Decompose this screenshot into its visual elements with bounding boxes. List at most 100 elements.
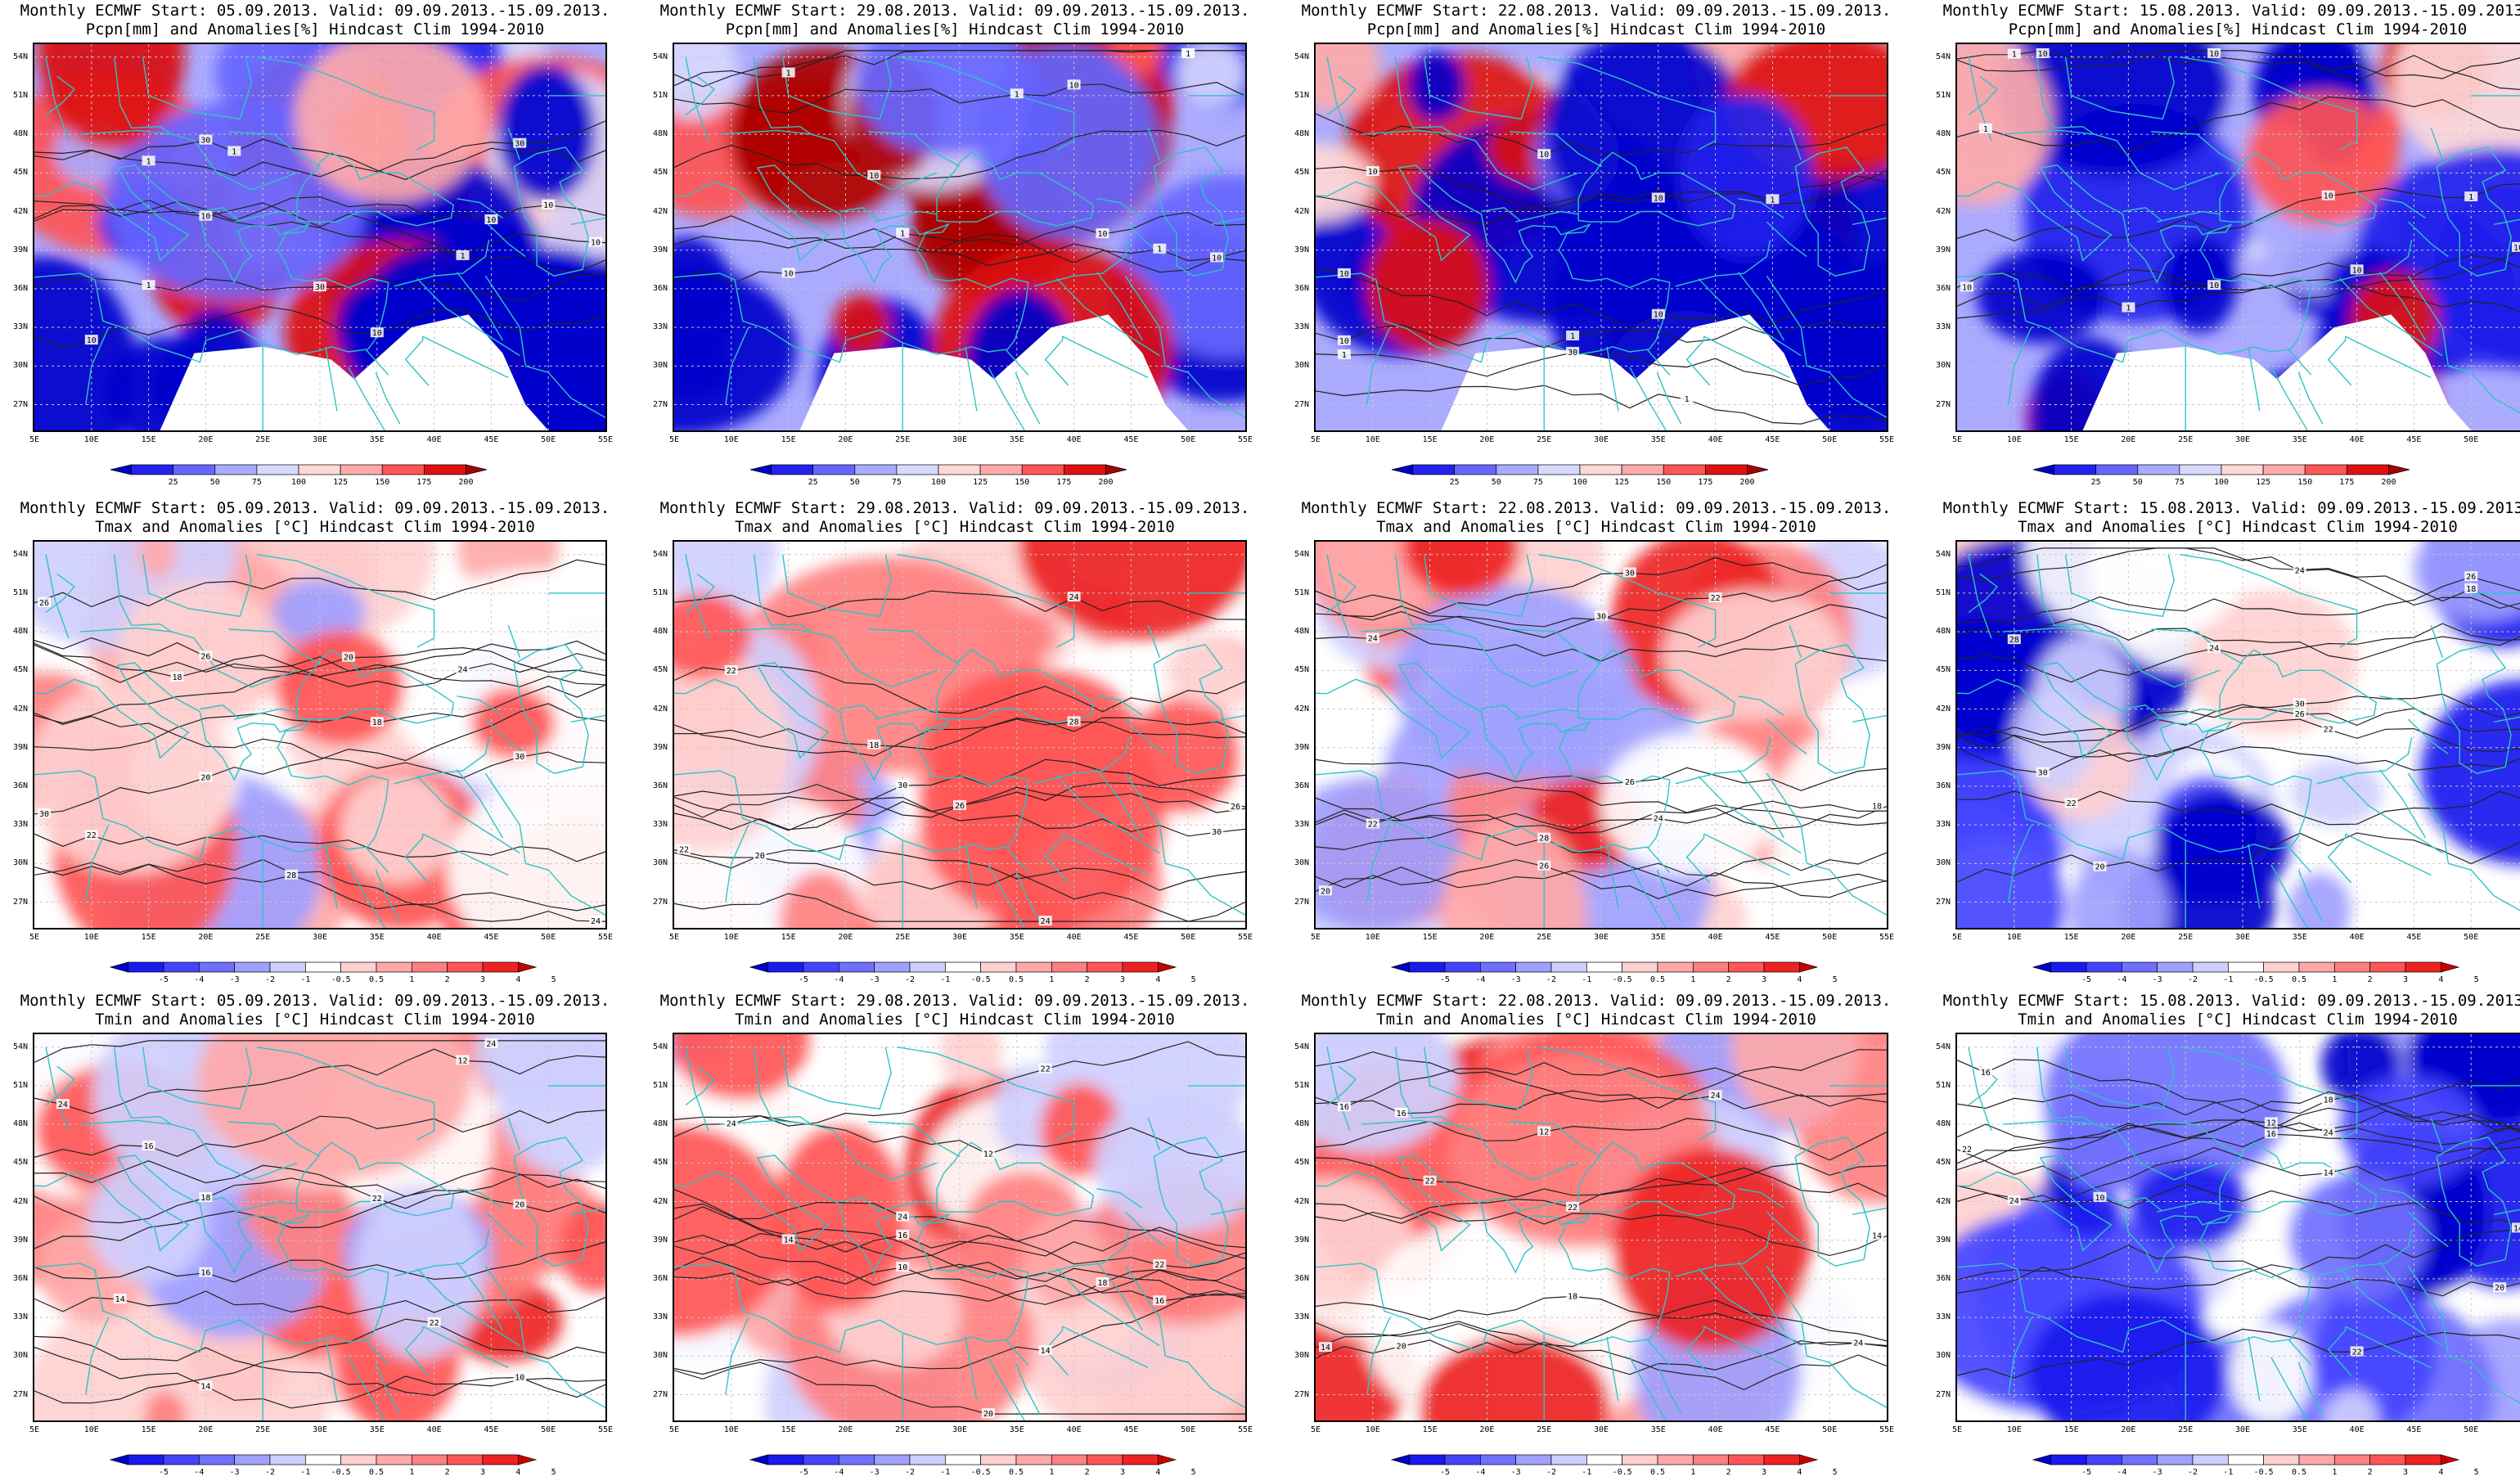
coastline <box>507 1118 520 1150</box>
contour-label-bg <box>456 1055 470 1065</box>
anomaly-field <box>1977 250 2107 344</box>
latitude-label: 45N <box>1294 168 1309 178</box>
coastline <box>868 628 961 665</box>
coastline <box>2151 1121 2243 1158</box>
contour-label-bg <box>1067 79 1081 90</box>
colorbar-swatch <box>304 1454 342 1465</box>
contour-label-bg <box>1366 632 1379 643</box>
colorbar-tick-label: 175 <box>2339 478 2354 487</box>
latitude-label: 27N <box>1294 1389 1309 1399</box>
coastline <box>570 714 605 722</box>
colorbar-swatch <box>1444 1454 1481 1465</box>
contour-label: 22 <box>1425 1177 1435 1186</box>
contour-label-bg <box>2207 642 2221 653</box>
coastline <box>2430 128 2443 160</box>
anomaly-field <box>2313 1279 2437 1420</box>
latitude-label: 36N <box>12 781 28 790</box>
coastline <box>1423 56 1533 120</box>
panel-title-line1: Monthly ECMWF Start: 15.08.2013. Valid: … <box>1942 992 2520 1010</box>
coastline <box>936 1141 1095 1217</box>
latitude-label: 27N <box>1294 897 1309 907</box>
coastline <box>1737 272 1785 341</box>
colorbar-tick-label: -2 <box>2188 975 2198 984</box>
contour-label-bg <box>2321 723 2335 734</box>
colorbar-swatch <box>1390 1454 1411 1465</box>
colorbar-swatch <box>128 961 164 973</box>
latitude-label: 48N <box>652 129 668 139</box>
coastline <box>2036 554 2095 632</box>
contour-label: 30 <box>1596 613 1606 622</box>
contour-label-bg <box>2207 48 2221 58</box>
coastline <box>754 1047 812 1125</box>
longitude-label: 40E <box>1708 933 1723 942</box>
contour-label-bg <box>285 869 299 880</box>
contour-label-bg <box>2293 709 2306 719</box>
coastline <box>2430 625 2443 658</box>
colorbar-swatch <box>214 464 258 475</box>
panel-title-line2: Pcpn[mm] and Anomalies[%] Hindcast Clim … <box>85 20 545 38</box>
colorbar-tick-label: -4 <box>834 975 844 984</box>
coastline <box>1326 554 1351 639</box>
longitude-label: 50E <box>1822 1425 1838 1434</box>
coastline <box>1807 1355 1887 1408</box>
longitude-label: 30E <box>952 1425 968 1434</box>
latitude-label: 51N <box>652 587 668 597</box>
longitude-label: 20E <box>1479 1425 1495 1434</box>
contour-label: 1 <box>1186 50 1190 59</box>
colorbar: 25 50 75 100 125 150 175 200 <box>102 464 528 489</box>
contour-label: 16 <box>200 1269 210 1278</box>
coastline <box>781 1047 892 1110</box>
coastline <box>725 1317 749 1395</box>
coastline <box>719 1119 938 1181</box>
coastline <box>484 221 526 258</box>
colorbar-tick-label: -2 <box>905 975 915 984</box>
colorbar-graphic: -5 -4 -3 -2 -1 -0.5 0.5 1 2 3 4 5 <box>2032 1454 2479 1477</box>
isoline <box>674 1203 1245 1296</box>
isoline <box>1316 1295 1887 1342</box>
contour-label-bg <box>427 1317 441 1327</box>
contour-label-bg <box>1566 346 1580 357</box>
latitude-label: 30N <box>1294 361 1309 371</box>
map-canvas: 12 10 14 16 18 20 22 24 14 16 22 24 <box>34 1034 605 1420</box>
isoline <box>1957 250 2520 291</box>
isoline <box>674 1268 1245 1303</box>
contour-label: 24 <box>58 1101 68 1110</box>
coastline <box>1033 239 1130 287</box>
coastline <box>2407 718 2449 755</box>
coastline <box>2002 1119 2221 1181</box>
contour-label: 10 <box>2095 1194 2104 1203</box>
coastline <box>1510 628 1602 665</box>
contour-label-bg <box>199 650 213 661</box>
latitude-label: 51N <box>1935 587 1951 597</box>
longitude-label: 45E <box>1123 435 1139 444</box>
contour-label: 10 <box>2038 50 2048 59</box>
longitude-label: 15E <box>2063 435 2079 444</box>
colorbar-tick-label: 50 <box>210 478 220 487</box>
colorbar-tick-label: -4 <box>1475 975 1485 984</box>
colorbar-swatch <box>1763 961 1800 973</box>
contour-label-bg <box>513 137 527 148</box>
contour-label-bg <box>2321 190 2335 200</box>
coastline <box>1165 1355 1245 1408</box>
contour-label-bg <box>199 1380 213 1391</box>
panel-title-line2: Tmin and Anomalies [°C] Hindcast Clim 19… <box>95 1011 535 1029</box>
colorbar-swatch <box>1657 961 1694 973</box>
contour-label: 22 <box>1154 1261 1164 1270</box>
latitude-label: 39N <box>652 742 668 752</box>
isoline <box>1957 718 2520 758</box>
colorbar-swatch <box>1479 1454 1517 1465</box>
colorbar-swatch <box>298 464 341 475</box>
contour-label: 10 <box>784 269 794 278</box>
colorbar-swatch <box>1122 961 1159 973</box>
anomaly-field <box>567 542 605 601</box>
colorbar-swatch <box>749 961 769 973</box>
coastline <box>45 75 75 116</box>
isoline <box>1957 693 2520 750</box>
contour-label: 12 <box>1539 1128 1549 1137</box>
coastline <box>1538 554 1717 648</box>
longitude-label: 55E <box>2512 933 2520 943</box>
longitude-label: 55E <box>1879 435 1895 444</box>
longitude-label: 30E <box>312 1425 328 1434</box>
longitude-label: 20E <box>198 933 214 942</box>
contour-label: 16 <box>1981 1069 1991 1078</box>
